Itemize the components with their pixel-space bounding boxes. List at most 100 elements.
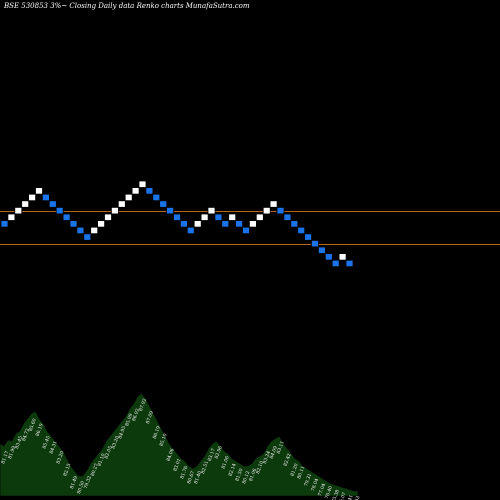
renko-brick-down <box>166 206 175 215</box>
renko-brick-up <box>228 213 237 221</box>
price-label: 75.41 <box>344 494 354 500</box>
volume-area <box>0 393 359 497</box>
price-label: 75.38 <box>331 489 341 500</box>
renko-brick-up <box>21 200 30 208</box>
renko-brick-down <box>83 233 92 241</box>
renko-brick-down <box>297 226 306 235</box>
renko-brick-up <box>124 193 133 202</box>
price-label: 82.96 <box>214 445 224 459</box>
price-label: 83.11 <box>276 440 286 454</box>
price-label: 82.15 <box>62 463 72 477</box>
price-label: 83.20 <box>55 450 65 464</box>
renko-brick-down <box>345 259 354 268</box>
price-label: 81.99 <box>7 445 17 459</box>
price-label: 82.10 <box>255 460 265 474</box>
renko-brick-down <box>179 220 188 228</box>
renko-brick-up <box>104 213 112 221</box>
price-label: 80.27 <box>90 463 100 477</box>
price-label: 82.05 <box>104 445 114 459</box>
renko-brick-down <box>186 226 195 235</box>
price-label: 86.92 <box>131 408 141 422</box>
renko-brick-down <box>242 226 250 235</box>
renko-brick-down <box>55 206 64 215</box>
price-label: 77.04 <box>317 483 327 497</box>
price-label: 83.45 <box>14 435 24 449</box>
renko-brick-down <box>290 220 299 228</box>
price-label: 81.10 <box>97 453 107 467</box>
renko-brick-down <box>317 246 326 254</box>
price-label: 86.19 <box>152 425 162 439</box>
renko-brick-down <box>221 220 230 228</box>
price-label: 80.11 <box>296 465 306 479</box>
renko-brick-up <box>111 206 119 215</box>
renko-brick-down <box>159 200 168 208</box>
renko-brick-up <box>338 253 347 261</box>
price-label: 84.72 <box>21 428 31 442</box>
renko-brick-up <box>131 187 140 195</box>
price-label: 86.19 <box>35 423 45 437</box>
renko-brick-up <box>200 213 209 221</box>
renko-brick-down <box>276 206 285 215</box>
price-label: 81.40 <box>193 470 203 484</box>
renko-bricks <box>0 180 354 268</box>
renko-brick-up <box>255 213 264 221</box>
price-label: 82.14 <box>227 463 237 477</box>
price-label: 84.06 <box>165 448 175 462</box>
renko-brick-up <box>97 220 105 228</box>
price-label: 81.06 <box>221 455 231 469</box>
price-label: 78.04 <box>310 478 320 492</box>
price-label: 83.24 <box>262 450 272 464</box>
price-label: 85.60 <box>28 418 38 432</box>
renko-brick-up <box>193 220 202 228</box>
renko-brick-down <box>152 193 161 202</box>
price-label: 87.09 <box>145 410 155 424</box>
chart-title: BSE 530853 3%~ Closing Daily data Renko … <box>3 2 250 10</box>
price-label: 82.51 <box>200 460 210 474</box>
renko-brick-down <box>311 239 319 248</box>
renko-brick-down <box>283 213 292 221</box>
price-label: 76.40 <box>324 485 334 499</box>
renko-brick-up <box>248 220 257 228</box>
renko-brick-up <box>269 200 278 208</box>
renko-brick-down <box>324 253 333 261</box>
price-label: 80.67 <box>186 470 196 484</box>
price-label: 80.12 <box>241 470 251 484</box>
price-label: 81.49 <box>69 475 79 489</box>
price-label: 83.17 <box>207 448 217 462</box>
price-label: 84.31 <box>48 440 58 454</box>
price-label: 87.92 <box>138 398 148 412</box>
price-label: 74.83 <box>351 495 361 500</box>
price-label: 85.10 <box>159 433 169 447</box>
renko-brick-up <box>14 206 23 215</box>
price-label: 81.50 <box>234 468 244 482</box>
renko-brick-up <box>28 193 37 202</box>
price-label: 85.99 <box>124 413 134 427</box>
renko-brick-up <box>262 206 271 215</box>
renko-brick-up <box>138 180 147 188</box>
renko-brick-down <box>62 213 71 221</box>
renko-brick-down <box>235 220 244 228</box>
price-label: 85.45 <box>42 435 52 449</box>
volume-profile <box>0 393 359 497</box>
price-label: 84.95 <box>117 425 127 439</box>
renko-brick-down <box>42 193 50 202</box>
renko-brick-down <box>304 233 313 241</box>
renko-brick-up <box>90 226 99 235</box>
renko-brick-down <box>173 213 181 221</box>
price-label: 81.06 <box>248 468 258 482</box>
renko-brick-down <box>214 213 223 221</box>
renko-brick-down <box>0 220 9 228</box>
renko-brick-down <box>69 220 78 228</box>
renko-brick-down <box>145 187 154 195</box>
reference-lines <box>0 211 500 245</box>
price-label: 81.17 <box>0 450 10 464</box>
price-label: 82.42 <box>283 453 293 467</box>
price-label: 80.50 <box>76 480 86 494</box>
renko-brick-up <box>35 187 43 195</box>
renko-brick-down <box>76 226 85 235</box>
price-label: 84.09 <box>269 445 279 459</box>
price-label: 81.20 <box>289 463 299 477</box>
renko-brick-up <box>7 213 16 221</box>
